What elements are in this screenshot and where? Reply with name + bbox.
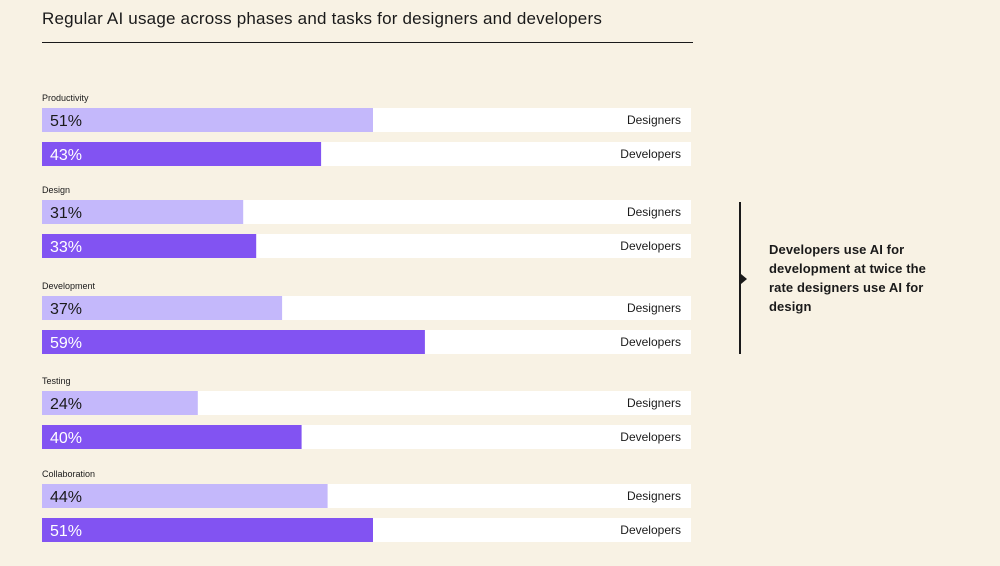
category-label: Development xyxy=(42,281,96,291)
bar xyxy=(42,296,283,320)
bar-value-label: 33% xyxy=(50,239,82,256)
series-label: Designers xyxy=(627,396,681,410)
bar-value-label: 24% xyxy=(50,396,82,413)
bar-value-label: 51% xyxy=(50,523,82,540)
series-label: Designers xyxy=(627,489,681,503)
annotation-arrow-icon xyxy=(741,274,747,284)
bar-value-label: 40% xyxy=(50,430,82,447)
category-label: Collaboration xyxy=(42,469,95,479)
bar-value-label: 59% xyxy=(50,335,82,352)
chart-title: Regular AI usage across phases and tasks… xyxy=(42,9,603,28)
series-label: Developers xyxy=(620,147,681,161)
bar xyxy=(42,234,257,258)
annotation-text: Developers use AI for development at twi… xyxy=(769,242,926,314)
title-divider xyxy=(42,42,693,43)
series-label: Developers xyxy=(620,239,681,253)
category-label: Testing xyxy=(42,376,71,386)
series-label: Developers xyxy=(620,335,681,349)
series-label: Designers xyxy=(627,301,681,315)
bar xyxy=(42,391,198,415)
bar xyxy=(42,142,322,166)
bar xyxy=(42,330,425,354)
series-label: Developers xyxy=(620,430,681,444)
bar-value-label: 44% xyxy=(50,489,82,506)
bar-value-label: 37% xyxy=(50,301,82,318)
category-label: Design xyxy=(42,185,70,195)
annotation-bracket-line xyxy=(739,202,741,354)
series-label: Designers xyxy=(627,205,681,219)
bar xyxy=(42,484,328,508)
category-label: Productivity xyxy=(42,93,89,103)
bar xyxy=(42,518,373,542)
bar xyxy=(42,200,244,224)
series-label: Designers xyxy=(627,113,681,127)
series-label: Developers xyxy=(620,523,681,537)
bar xyxy=(42,108,373,132)
annotation-callout: Developers use AI for development at twi… xyxy=(739,202,939,354)
bar-value-label: 43% xyxy=(50,147,82,164)
bar-value-label: 31% xyxy=(50,205,82,222)
bar xyxy=(42,425,302,449)
bar-value-label: 51% xyxy=(50,113,82,130)
